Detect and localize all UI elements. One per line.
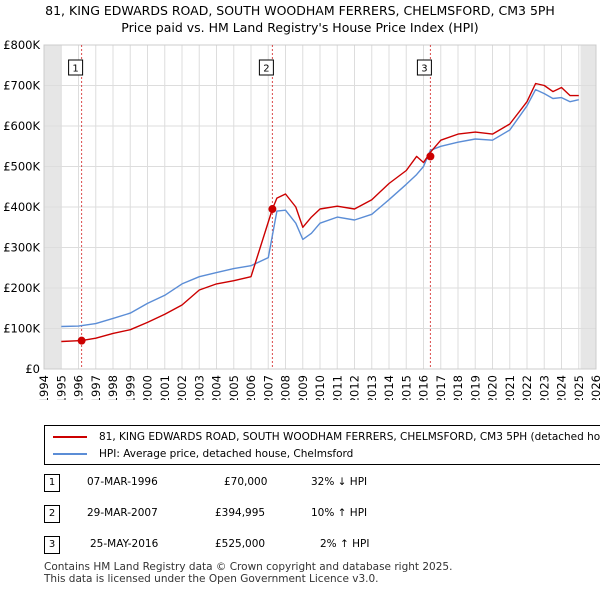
price-chart: £0 £100K £200K £300K £400K £500K £600K £700K £80… — [3, 38, 600, 400]
x-tick-label: 2001 — [158, 375, 172, 400]
y-tick-label: £500K — [3, 160, 40, 174]
x-tick-label: 2013 — [365, 375, 379, 400]
x-tick-label: 2008 — [279, 375, 293, 400]
chart-title: 81, KING EDWARDS ROAD, SOUTH WOODHAM FER… — [45, 3, 555, 18]
sale-number-box — [68, 59, 84, 76]
x-tick-label: 2025 — [572, 375, 586, 400]
y-tick-label: £300K — [3, 241, 40, 255]
x-tick-label: 1994 — [37, 375, 51, 400]
transaction-row: 2 29-MAR-2007 £394,995 10% ↑ HPI — [44, 505, 584, 523]
y-tick-label: £600K — [3, 119, 40, 133]
legend-label-property: 81, KING EDWARDS ROAD, SOUTH WOODHAM FER… — [99, 431, 600, 443]
x-tick-label: 2006 — [244, 375, 258, 400]
x-tick-label: 2015 — [399, 375, 413, 400]
footer-copyright: Contains HM Land Registry data © Crown c… — [44, 561, 453, 573]
x-tick-label: 1999 — [123, 375, 137, 400]
transaction-row: 1 07-MAR-1996 £70,000 32% ↓ HPI — [44, 474, 584, 492]
sale-number-box — [416, 59, 432, 76]
x-tick-label: 2005 — [227, 375, 241, 400]
transaction-number: 3 — [44, 536, 60, 554]
legend-swatch-hpi — [53, 453, 87, 455]
x-tick-label: 2022 — [520, 375, 534, 400]
sale-point — [268, 205, 277, 214]
x-tick-label: 2012 — [348, 375, 362, 400]
y-tick-label: £200K — [3, 281, 40, 295]
x-tick-label: 1995 — [54, 375, 68, 400]
y-tick-label: £700K — [3, 79, 40, 93]
x-tick-label: 2000 — [141, 375, 155, 400]
x-tick-label: 2007 — [261, 375, 275, 400]
transaction-date: 25-MAY-2016 — [90, 538, 159, 550]
transaction-date: 29-MAR-2007 — [87, 507, 158, 519]
x-tick-label: 2009 — [296, 375, 310, 400]
transaction-price: £70,000 — [224, 476, 268, 488]
property-price-line — [61, 82, 579, 343]
x-tick-label: 2020 — [486, 375, 500, 400]
transaction-price: £394,995 — [215, 507, 266, 519]
legend: 81, KING EDWARDS ROAD, SOUTH WOODHAM FER… — [44, 425, 600, 465]
x-tick-label: 2026 — [589, 375, 600, 400]
legend-label-hpi: HPI: Average price, detached house, Chel… — [99, 448, 354, 460]
transaction-hpi: 32% ↓ HPI — [311, 476, 368, 488]
x-tick-label: 2002 — [175, 375, 189, 400]
sale-number-label: 2 — [263, 64, 269, 75]
chart-subtitle: Price paid vs. HM Land Registry's House … — [121, 20, 479, 35]
footer-license: This data is licensed under the Open Gov… — [44, 573, 379, 585]
x-tick-label: 1998 — [106, 375, 120, 400]
sale-point — [426, 152, 435, 161]
y-tick-label: £400K — [3, 200, 40, 214]
x-tick-label: 2017 — [434, 375, 448, 400]
y-tick-label: £0 — [25, 362, 40, 376]
x-tick-label: 2011 — [330, 375, 344, 400]
x-tick-label: 2016 — [417, 375, 431, 400]
transaction-hpi: 2% ↑ HPI — [320, 538, 370, 550]
transaction-price: £525,000 — [215, 538, 266, 550]
transaction-number: 2 — [44, 505, 60, 523]
sale-number-box — [258, 59, 274, 76]
x-tick-label: 1996 — [72, 375, 86, 400]
x-tick-label: 2003 — [192, 375, 206, 400]
x-tick-label: 2019 — [468, 375, 482, 400]
transaction-number: 1 — [44, 474, 60, 492]
plot-frame — [43, 44, 597, 370]
x-tick-label: 2014 — [382, 375, 396, 400]
sale-point — [77, 336, 86, 345]
y-tick-label: £800K — [3, 38, 40, 52]
legend-item-property: 81, KING EDWARDS ROAD, SOUTH WOODHAM FER… — [53, 429, 600, 445]
x-tick-label: 2024 — [555, 375, 569, 400]
hpi-line — [61, 88, 579, 328]
x-tick-label: 2021 — [503, 375, 517, 400]
legend-item-hpi: HPI: Average price, detached house, Chel… — [53, 446, 353, 462]
transaction-hpi: 10% ↑ HPI — [311, 507, 368, 519]
x-tick-label: 2010 — [313, 375, 327, 400]
x-tick-label: 2023 — [537, 375, 551, 400]
transaction-date: 07-MAR-1996 — [87, 476, 158, 488]
x-tick-label: 2018 — [451, 375, 465, 400]
sale-number-label: 1 — [72, 64, 78, 75]
legend-swatch-property — [53, 436, 87, 438]
transaction-row: 3 25-MAY-2016 £525,000 2% ↑ HPI — [44, 536, 584, 554]
sale-number-label: 3 — [421, 64, 427, 75]
x-tick-label: 2004 — [210, 375, 224, 400]
x-tick-label: 1997 — [89, 375, 103, 400]
y-tick-label: £100K — [3, 322, 40, 336]
